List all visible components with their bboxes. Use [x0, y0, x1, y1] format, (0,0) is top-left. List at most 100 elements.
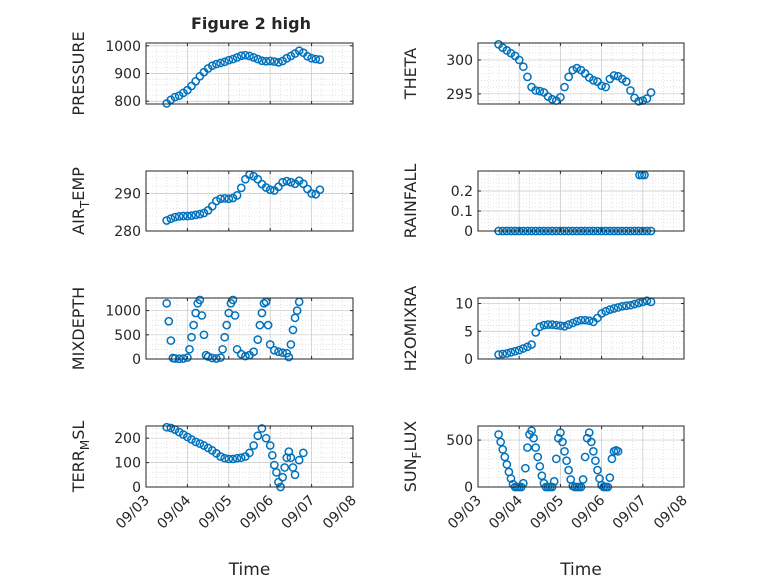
data-point [267, 450, 277, 460]
data-point [261, 183, 271, 192]
data-point [551, 320, 561, 330]
data-point [249, 441, 258, 450]
data-point [212, 196, 221, 206]
y-tick-label: 0 [132, 480, 141, 496]
data-point [241, 50, 250, 60]
data-point [514, 55, 524, 65]
x-tick-label: 09/05 [196, 493, 236, 533]
panel-rainfall: 0 0.1 0.2 RAINFALL [401, 164, 685, 240]
data-point [187, 332, 196, 342]
data-point [510, 346, 520, 356]
data-point [560, 446, 569, 456]
y-tick-label: 10 [455, 297, 473, 313]
data-point [288, 325, 298, 335]
data-point [613, 303, 623, 312]
axes-box [477, 42, 685, 105]
data-point [199, 330, 209, 340]
data-point [162, 298, 172, 308]
data-point [274, 347, 283, 357]
data-point [236, 183, 246, 193]
data-point [236, 349, 246, 359]
x-tick-label: 09/06 [237, 492, 277, 532]
data-point [220, 57, 230, 67]
data-point [294, 455, 304, 465]
data-point [187, 211, 196, 220]
data-point [315, 55, 325, 64]
y-axis-label: AIRTEMP [69, 167, 92, 235]
data-point [518, 344, 528, 353]
data-point [506, 474, 516, 483]
panel-pressure: 800 900 1000 PRESSURE [69, 31, 354, 116]
data-point [228, 295, 238, 305]
data-point [539, 320, 549, 330]
data-point [185, 344, 194, 354]
data-point [634, 298, 644, 308]
y-tick-label: 0 [464, 480, 473, 496]
data-point [253, 431, 263, 441]
data-point [286, 340, 296, 349]
y-tick-label: 295 [446, 87, 473, 103]
data-point [498, 445, 508, 454]
data-point [195, 209, 205, 219]
data-point [496, 437, 506, 447]
data-point [241, 174, 250, 184]
data-point [294, 46, 304, 56]
panel-h2omixra: 0 5 10 H2OMIXRA [401, 286, 685, 371]
x-tick-label: 09/04 [154, 492, 194, 532]
data-point [272, 468, 281, 477]
data-point [261, 56, 271, 66]
x-tick-label: 09/07 [610, 493, 650, 533]
data-point [543, 320, 553, 329]
data-point [269, 57, 279, 66]
data-point [521, 463, 530, 473]
x-tick-label: 09/03 [445, 493, 485, 533]
data-point [556, 92, 565, 102]
data-point [494, 430, 503, 439]
data-point [609, 71, 619, 80]
data-point [191, 437, 201, 447]
data-point [278, 177, 287, 187]
data-point [609, 304, 619, 313]
x-axis-label: Time [559, 560, 602, 580]
data-point [220, 332, 230, 342]
data-point [621, 77, 631, 86]
data-point [500, 452, 510, 462]
data-point [531, 86, 541, 95]
figure-title: Figure 2 high [191, 14, 311, 33]
data-point [586, 437, 596, 447]
data-point [212, 59, 221, 69]
data-point [162, 216, 172, 225]
data-point [269, 345, 279, 355]
data-point [253, 335, 263, 344]
data-point [222, 320, 232, 330]
data-point [274, 58, 283, 67]
y-tick-label: 500 [114, 328, 141, 344]
data-point [303, 51, 312, 61]
data-point [298, 179, 308, 189]
data-point [220, 453, 230, 463]
data-point [245, 448, 254, 458]
data-point [617, 301, 627, 311]
x-tick-label: 09/03 [113, 493, 153, 533]
panel-air-temp: 280 290 AIRTEMP [69, 167, 354, 240]
data-point [261, 433, 271, 443]
data-point [547, 320, 557, 329]
y-tick-label: 900 [114, 67, 141, 83]
data-point [166, 336, 176, 345]
data-point [191, 76, 201, 86]
data-point [166, 423, 176, 433]
x-tick-label: 09/04 [486, 492, 526, 532]
data-point [572, 63, 582, 73]
data-point [605, 473, 615, 482]
data-point [232, 53, 242, 62]
x-tick-label: 09/05 [527, 493, 567, 533]
data-point [584, 316, 594, 326]
data-point [189, 320, 198, 330]
axes-box [145, 297, 354, 360]
data-point [230, 311, 240, 320]
axes-box [145, 170, 354, 232]
data-point [634, 96, 644, 106]
data-point [183, 211, 192, 221]
data-point [556, 321, 565, 331]
